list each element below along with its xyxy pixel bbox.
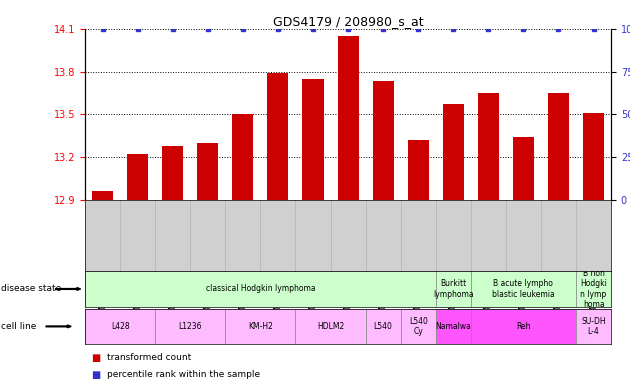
Text: HDLM2: HDLM2 [317, 322, 344, 331]
Bar [436, 271, 471, 307]
Bar [92, 191, 113, 200]
Text: KM-H2: KM-H2 [248, 322, 273, 331]
Text: Burkitt
lymphoma: Burkitt lymphoma [433, 279, 474, 299]
Text: disease state: disease state [1, 285, 61, 293]
Bar [471, 309, 576, 344]
Bar [478, 93, 499, 200]
Bar [226, 309, 295, 344]
Bar [155, 309, 226, 344]
Text: classical Hodgkin lymphoma: classical Hodgkin lymphoma [205, 285, 315, 293]
Text: B acute lympho
blastic leukemia: B acute lympho blastic leukemia [492, 279, 555, 299]
Text: percentile rank within the sample: percentile rank within the sample [107, 371, 260, 379]
Text: transformed count: transformed count [107, 353, 192, 362]
Bar [295, 309, 365, 344]
Bar [401, 309, 436, 344]
Bar [197, 143, 219, 200]
Text: Namalwa: Namalwa [435, 322, 471, 331]
Text: ■: ■ [91, 370, 101, 380]
Text: B non
Hodgki
n lymp
homa: B non Hodgki n lymp homa [580, 269, 607, 309]
Text: Reh: Reh [516, 322, 530, 331]
Text: L540
Cy: L540 Cy [409, 317, 428, 336]
Bar [436, 309, 471, 344]
Bar [267, 73, 289, 200]
Bar [583, 113, 604, 200]
Text: ■: ■ [91, 353, 101, 363]
Bar [302, 79, 324, 200]
Bar [548, 93, 569, 200]
Bar [443, 104, 464, 200]
Bar [85, 271, 436, 307]
Bar [338, 36, 358, 200]
Title: GDS4179 / 208980_s_at: GDS4179 / 208980_s_at [273, 15, 423, 28]
Text: L540: L540 [374, 322, 392, 331]
Bar [513, 137, 534, 200]
Bar [127, 154, 148, 200]
Bar [232, 114, 253, 200]
Bar [576, 271, 611, 307]
Bar [162, 146, 183, 200]
Bar [365, 309, 401, 344]
Text: cell line: cell line [1, 322, 36, 331]
Bar [576, 309, 611, 344]
Bar [408, 140, 429, 200]
Bar [471, 271, 576, 307]
Text: L428: L428 [111, 322, 129, 331]
Text: SU-DH
L-4: SU-DH L-4 [581, 317, 606, 336]
Bar [372, 81, 394, 200]
Bar [85, 309, 155, 344]
Text: L1236: L1236 [178, 322, 202, 331]
